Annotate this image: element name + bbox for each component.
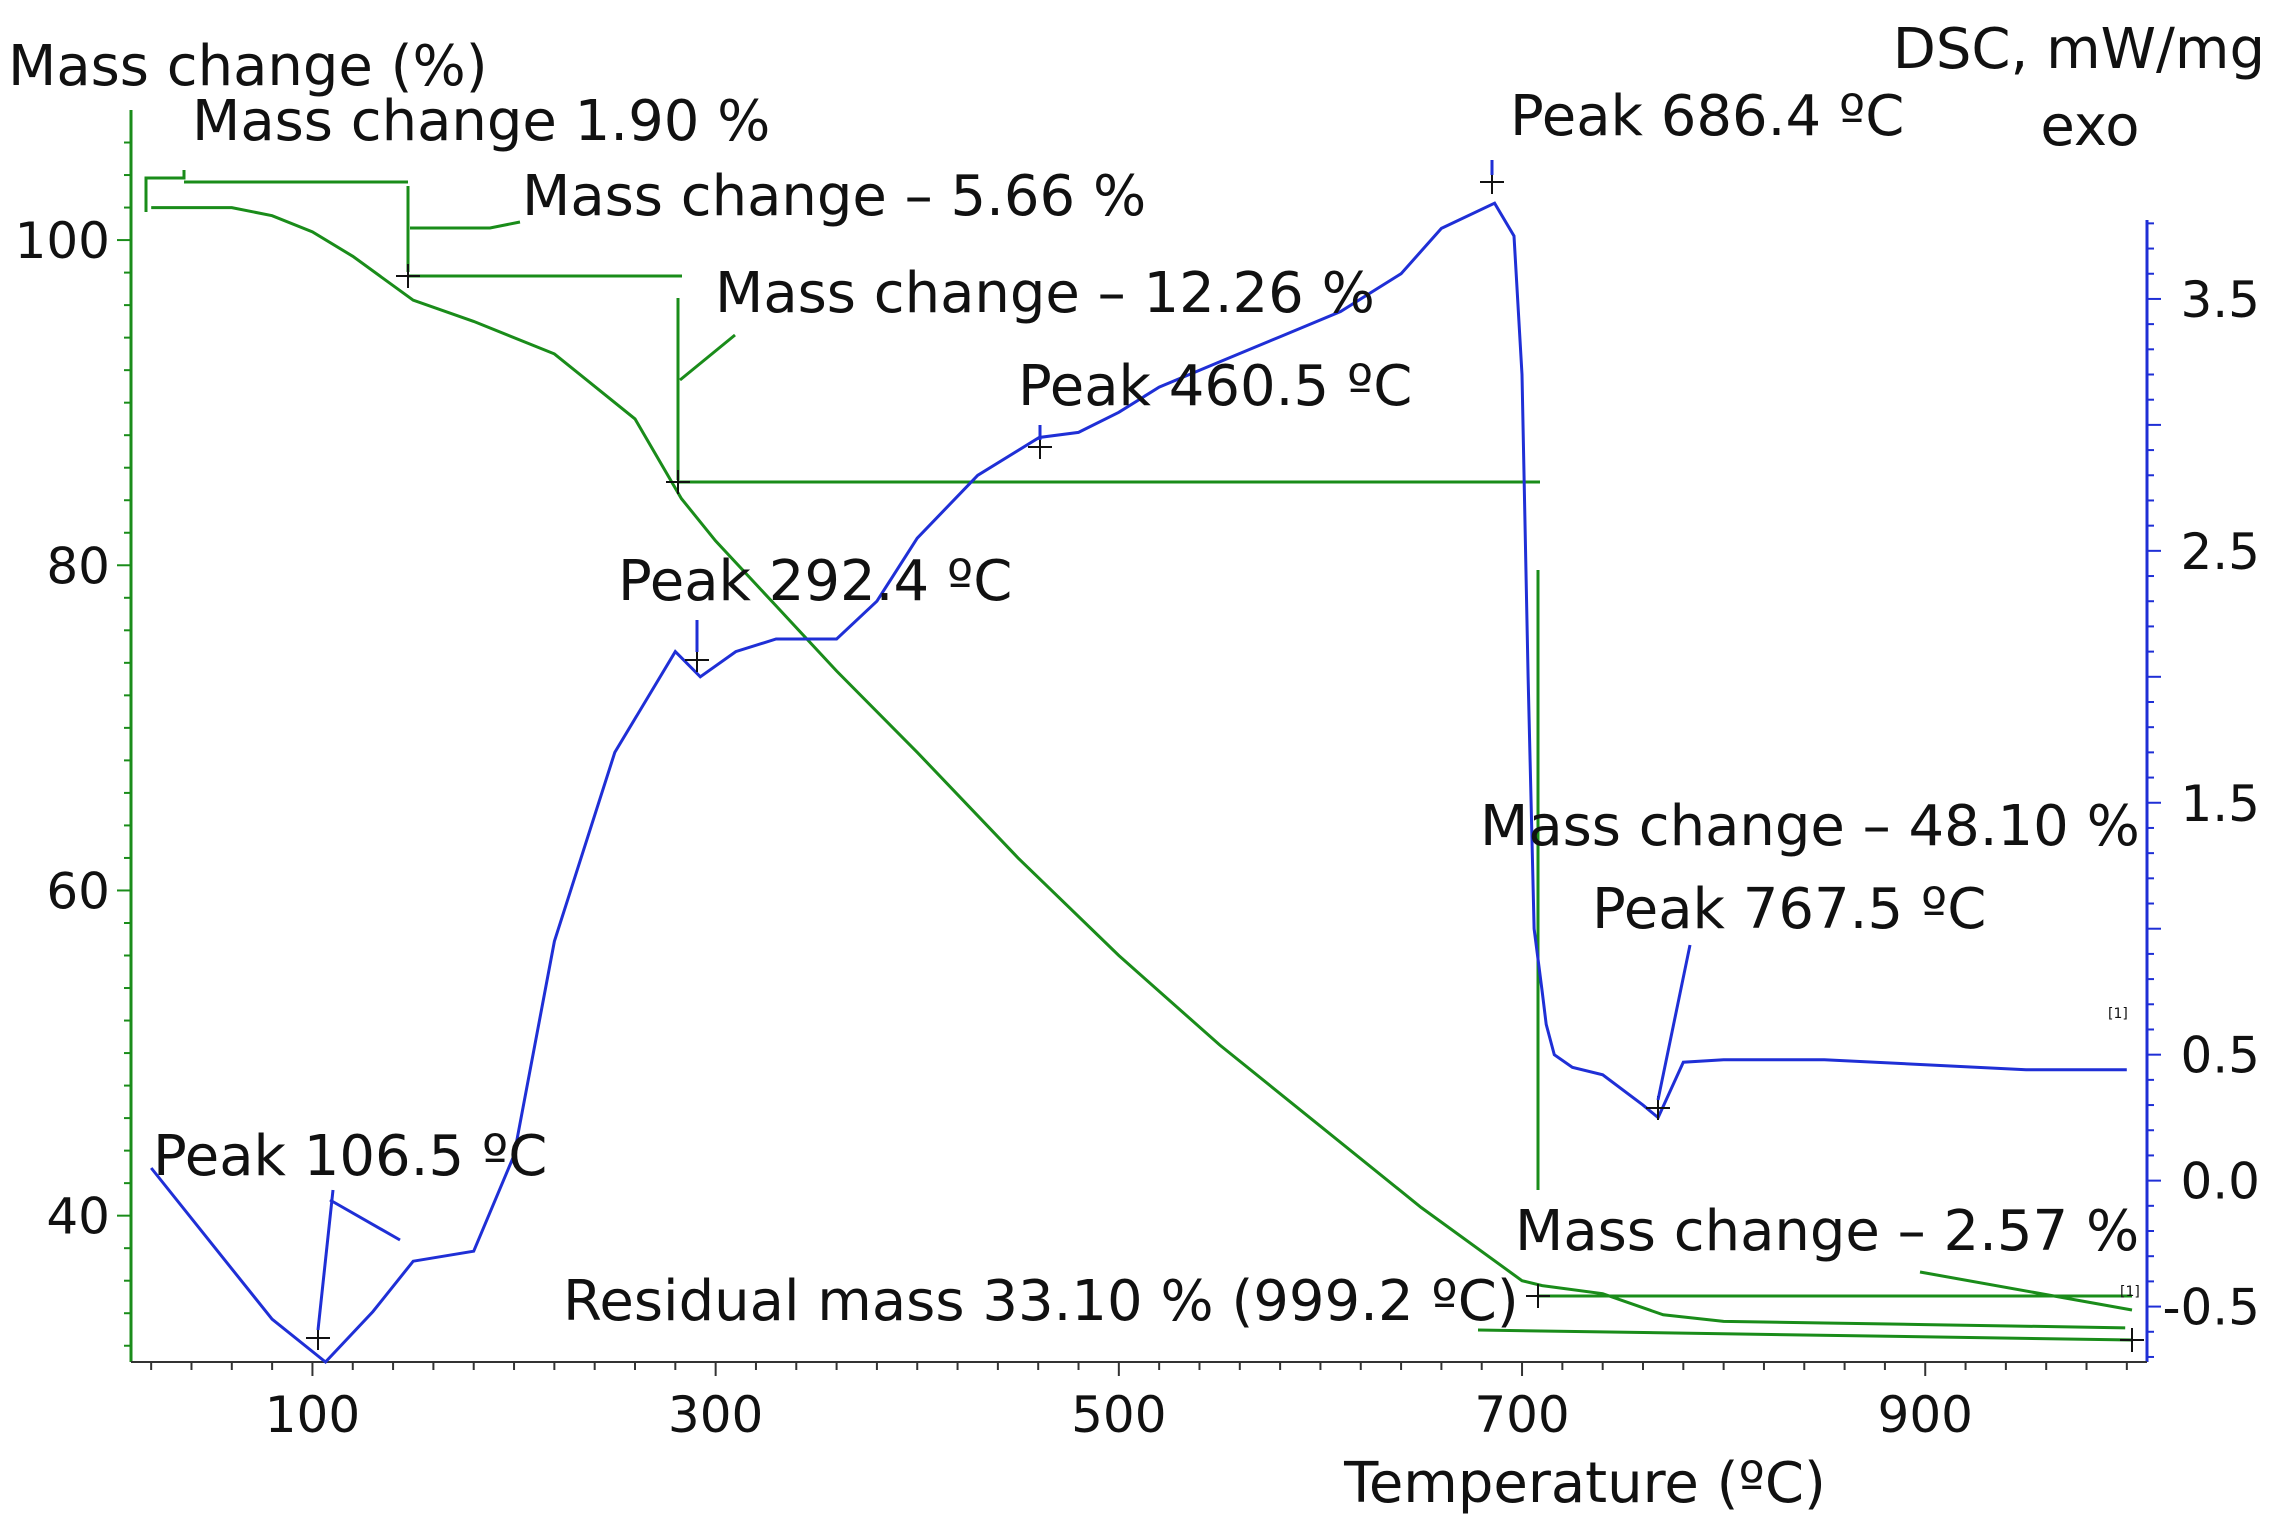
x-axis-title: Temperature (ºC)	[1343, 1451, 1826, 1516]
x-tick-label: 900	[1878, 1386, 1973, 1444]
left-y-tick-label: 40	[46, 1188, 110, 1246]
left-y-ticks: 40 60 80 100	[15, 141, 131, 1347]
leader-106	[316, 1189, 335, 1331]
leader-767	[1656, 944, 1692, 1101]
guide-line-5	[1477, 1328, 2133, 1342]
marker-1-green: [1]	[2120, 1284, 2140, 1300]
left-y-tick-label: 80	[46, 537, 110, 595]
label-mass-12-26: Mass change – 12.26 %	[715, 261, 1375, 326]
left-y-tick-label: 60	[46, 862, 110, 920]
marker-1-blue: [1]	[2108, 1006, 2128, 1022]
right-axis-title-line2: exo	[2040, 94, 2139, 159]
tg-guides	[144, 170, 2133, 1342]
dsc-leaders	[316, 160, 1692, 1331]
left-y-tick-label: 100	[15, 212, 110, 270]
right-axis-title-line1: DSC, mW/mg	[1893, 17, 2265, 82]
label-peak-686: Peak 686.4 ºC	[1510, 84, 1904, 149]
label-mass-48-10: Mass change – 48.10 %	[1480, 794, 2140, 859]
label-residual: Residual mass 33.10 % (999.2 ºC)	[563, 1269, 1519, 1334]
mass-marker-700	[1526, 1284, 1550, 1308]
tg-curve	[151, 206, 2126, 1330]
leader-zero	[329, 1198, 401, 1242]
label-peak-767: Peak 767.5 ºC	[1592, 877, 1986, 942]
x-tick-label: 300	[668, 1386, 763, 1444]
right-y-tick-label: 1.5	[2180, 775, 2260, 833]
guide-leader-2	[679, 333, 736, 382]
label-mass-1-90: Mass change 1.90 %	[192, 89, 770, 154]
label-mass-5-66: Mass change – 5.66 %	[522, 164, 1146, 229]
mass-marker-999	[2120, 1328, 2144, 1352]
right-y-ticks: 3.5 2.5 1.5 0.5 0.0 -0.5	[2147, 222, 2260, 1358]
guide-leader-3	[1919, 1270, 2133, 1312]
right-y-tick-label: 2.5	[2180, 523, 2260, 581]
right-y-tick-label: 3.5	[2180, 271, 2260, 329]
guide-step-1	[144, 170, 186, 212]
guide-leader-1	[410, 220, 521, 230]
label-peak-292: Peak 292.4 ºC	[618, 549, 1012, 614]
mass-marker-150	[396, 264, 420, 288]
label-peak-106: Peak 106.5 ºC	[153, 1124, 547, 1189]
right-y-tick-label: -0.5	[2162, 1279, 2260, 1337]
label-peak-460: Peak 460.5 ºC	[1018, 354, 1412, 419]
x-tick-label: 700	[1474, 1386, 1569, 1444]
x-ticks: 100 300 500 700 900	[150, 1362, 2128, 1444]
x-tick-label: 100	[265, 1386, 360, 1444]
x-tick-label: 500	[1071, 1386, 1166, 1444]
peak-markers	[306, 170, 2144, 1352]
left-axis-title: Mass change (%)	[8, 34, 488, 99]
right-y-tick-label: 0.5	[2180, 1027, 2260, 1085]
mass-marker-283	[666, 470, 690, 494]
right-y-tick-label: 0.0	[2180, 1153, 2260, 1211]
dsc-curve	[150, 201, 2127, 1365]
label-mass-2-57: Mass change – 2.57 %	[1515, 1199, 2139, 1264]
